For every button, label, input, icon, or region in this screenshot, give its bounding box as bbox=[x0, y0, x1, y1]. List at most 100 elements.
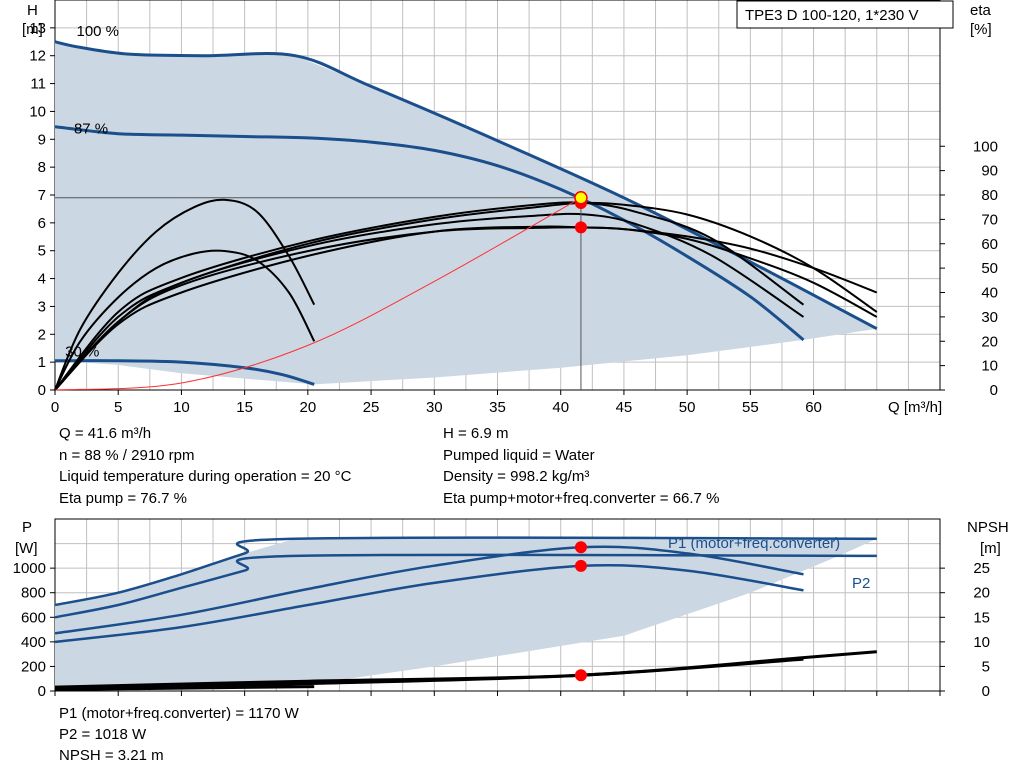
y-tick-label: 2 bbox=[38, 326, 46, 343]
NPSH-curve bbox=[54, 685, 315, 691]
x-tick-label: 25 bbox=[363, 399, 380, 416]
y-right-tick-label: 80 bbox=[981, 187, 998, 204]
head-markers bbox=[55, 191, 588, 390]
y-tick-label: 3 bbox=[38, 298, 46, 315]
system-curve bbox=[54, 197, 582, 391]
y-right-tick-label: 15 bbox=[973, 609, 990, 626]
chart-title-box bbox=[736, 0, 954, 29]
x-tick-label: 35 bbox=[489, 399, 506, 416]
P1-curve bbox=[54, 536, 877, 607]
y-tick-label: 200 bbox=[21, 658, 46, 675]
y-tick-label: 11 bbox=[30, 76, 46, 93]
info-liquid: Pumped liquid = Water bbox=[443, 447, 595, 464]
x-tick-label: 15 bbox=[236, 399, 253, 416]
P1-curve bbox=[54, 545, 804, 635]
eta-total-marker bbox=[574, 221, 587, 234]
x-tick-label: 30 bbox=[426, 399, 443, 416]
info-npsh: NPSH = 3.21 m bbox=[59, 747, 164, 764]
speed-label: 30 % bbox=[65, 344, 99, 361]
y-right-tick-label: 0 bbox=[990, 382, 998, 399]
y-axis-unit-npsh: [m] bbox=[980, 540, 1001, 557]
info-n: n = 88 % / 2910 rpm bbox=[59, 447, 195, 464]
y-axis-unit-eta: [%] bbox=[970, 21, 992, 38]
x-tick-label: 55 bbox=[742, 399, 759, 416]
y-tick-label: 0 bbox=[38, 683, 46, 700]
x-tick-label: 20 bbox=[300, 399, 317, 416]
y-tick-label: 8 bbox=[38, 159, 46, 176]
info-eta-total: Eta pump+motor+freq.converter = 66.7 % bbox=[443, 490, 720, 507]
y-right-tick-label: 70 bbox=[981, 211, 998, 228]
x-axis-label: Q [m³/h] bbox=[888, 399, 942, 416]
power-operating-region bbox=[55, 538, 877, 689]
info-h: H = 6.9 m bbox=[443, 425, 509, 442]
y-right-tick-label: 20 bbox=[981, 333, 998, 350]
operating-region-area bbox=[55, 538, 877, 689]
eta-curve bbox=[54, 249, 316, 391]
head-axis-text: 0 5 10 15 20 25 30 35 40 45 50 55 600123456789101112… bbox=[29, 20, 998, 416]
y-tick-label: 1 bbox=[38, 354, 46, 371]
x-tick-label: 45 bbox=[616, 399, 633, 416]
P2-curve bbox=[54, 553, 877, 619]
y-right-tick-label: 40 bbox=[981, 285, 998, 302]
y-tick-label: 600 bbox=[21, 609, 46, 626]
y-tick-label: 800 bbox=[21, 585, 46, 602]
x-tick-label: 60 bbox=[805, 399, 822, 416]
y-tick-label: 6 bbox=[38, 215, 46, 232]
y-tick-label: 9 bbox=[38, 131, 46, 148]
y-axis-label-p: P bbox=[22, 519, 32, 536]
y-tick-label: 13 bbox=[29, 20, 46, 37]
y-tick-label: 5 bbox=[38, 243, 46, 260]
y-right-tick-label: 0 bbox=[982, 683, 990, 700]
power-markers bbox=[574, 541, 587, 682]
eta-curve bbox=[54, 212, 805, 391]
y-tick-label: 7 bbox=[38, 187, 46, 204]
y-right-tick-label: 90 bbox=[981, 163, 998, 180]
power-point-marker bbox=[574, 669, 587, 682]
p2-curve-label: P2 bbox=[852, 575, 870, 592]
y-tick-label: 0 bbox=[38, 382, 46, 399]
y-axis-label-h: H bbox=[27, 2, 38, 19]
speed-label: 87 % bbox=[74, 121, 108, 138]
info-q: Q = 41.6 m³/h bbox=[59, 425, 152, 442]
y-axis-unit-h: [m] bbox=[22, 21, 43, 38]
y-right-tick-label: 60 bbox=[981, 236, 998, 253]
power-axis-text: 0 200 400 600 800 1000 0 5 10 15 20 25 bbox=[13, 560, 990, 700]
y-tick-label: 10 bbox=[29, 103, 46, 120]
y-right-tick-label: 25 bbox=[973, 560, 990, 577]
eta-curve bbox=[54, 201, 805, 391]
x-tick-label: 5 bbox=[114, 399, 122, 416]
eta-curve bbox=[54, 226, 878, 391]
y-right-tick-label: 20 bbox=[973, 585, 990, 602]
y-axis-label-eta: eta bbox=[970, 2, 992, 19]
info-density: Density = 998.2 kg/m³ bbox=[443, 468, 590, 485]
info-p1: P1 (motor+freq.converter) = 1170 W bbox=[59, 705, 299, 722]
y-right-tick-label: 10 bbox=[973, 634, 990, 651]
info-eta-pump: Eta pump = 76.7 % bbox=[59, 490, 187, 507]
operating-point-marker bbox=[574, 191, 588, 205]
y-tick-label: 4 bbox=[38, 271, 46, 288]
head-curves bbox=[54, 40, 878, 391]
eta-curve bbox=[54, 198, 316, 391]
speed-label: 100 % bbox=[76, 23, 119, 40]
y-right-tick-label: 50 bbox=[981, 260, 998, 277]
y-tick-label: 1000 bbox=[13, 560, 46, 577]
chart-title: TPE3 D 100-120, 1*230 V bbox=[745, 7, 918, 24]
NPSH-curve bbox=[54, 650, 877, 689]
y-right-tick-label: 10 bbox=[981, 358, 998, 375]
y-right-tick-label: 100 bbox=[973, 138, 998, 155]
P2-curve bbox=[54, 563, 804, 644]
y-axis-label-npsh: NPSH bbox=[967, 519, 1009, 536]
power-curves bbox=[54, 536, 877, 691]
x-tick-label: 10 bbox=[173, 399, 190, 416]
y-axis-unit-p: [W] bbox=[15, 540, 38, 557]
head-curve bbox=[54, 40, 878, 331]
p1-curve-label: P1 (motor+freq.converter) bbox=[668, 535, 840, 552]
head-curve bbox=[54, 359, 315, 386]
y-right-tick-label: 5 bbox=[982, 658, 990, 675]
y-right-tick-label: 30 bbox=[981, 309, 998, 326]
info-p2: P2 = 1018 W bbox=[59, 726, 147, 743]
power-point-marker bbox=[574, 559, 587, 572]
info-temp: Liquid temperature during operation = 20… bbox=[59, 468, 352, 485]
x-tick-label: 0 bbox=[51, 399, 59, 416]
